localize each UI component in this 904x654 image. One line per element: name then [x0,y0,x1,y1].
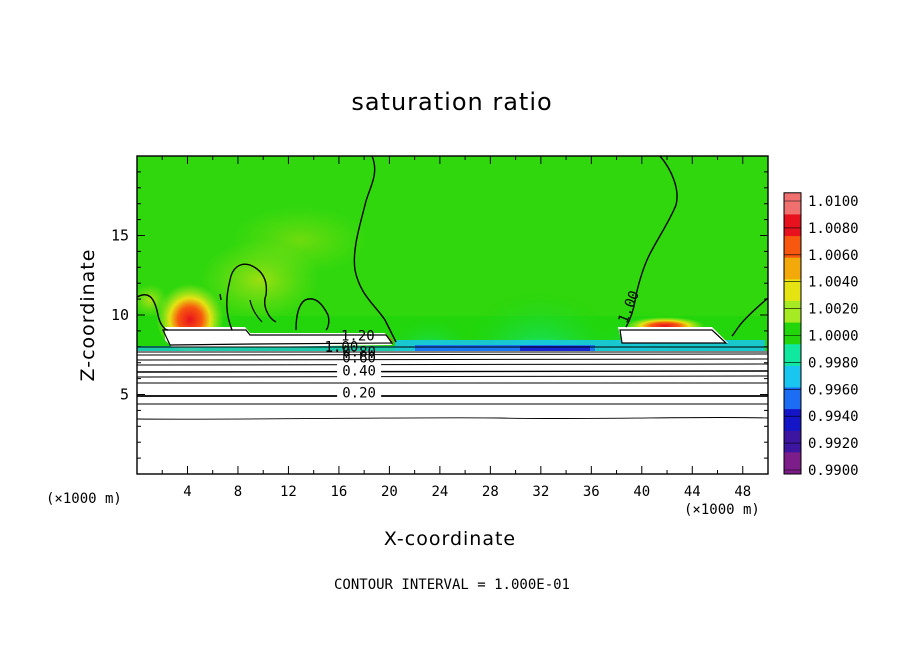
x-tick-label: 48 [734,484,751,500]
colorbar-swatch [784,409,801,432]
colorbar-swatch [784,214,801,237]
contour-label-bg [337,363,382,379]
colorbar-level-label: 1.0060 [808,248,859,264]
x-tick-label: 36 [583,484,600,500]
x-axis: 4 8 12 16 20 24 28 32 36 40 44 48 [161,156,751,500]
y-tick-label: 15 [111,227,129,245]
colorbar-swatch [784,344,801,367]
colorbar-level-label: 0.9900 [808,463,859,479]
colorbar-swatch [784,322,801,345]
colorbar-swatch [784,257,801,280]
colorbar-frame [783,192,802,475]
colorbar-level-label: 1.0080 [808,221,859,237]
contour-label: 1.20 [341,328,375,344]
chart-title: saturation ratio [351,88,553,116]
colorbar-level-label: 1.0020 [808,302,859,318]
colorbar-level-label: 1.0040 [808,275,859,291]
x-tick-label: 16 [330,484,347,500]
y-tick-label: 5 [120,386,129,404]
x-tick-label: 12 [280,484,297,500]
x-unit-label-left: (×1000 m) [46,491,122,507]
heatmap-field [137,156,768,474]
contour-label: 0.20 [342,386,376,402]
contour-label-group: 1.201.000.800.600.400.201.00 [325,289,643,402]
colorbar-swatch [784,430,801,453]
contour-lines [136,155,769,420]
colorbar-swatch [784,279,801,302]
y-tick-label: 10 [111,306,129,324]
colorbar-level-label: 0.9980 [808,355,859,371]
x-axis-label: X-coordinate [383,528,517,550]
x-unit-label-right: (×1000 m) [684,502,760,518]
colorbar-swatch [784,300,801,324]
contour-label: 1.00 [325,340,359,356]
x-tick-label: 32 [532,484,549,500]
colorbar-level-label: 0.9940 [808,409,859,425]
colorbar-level-label: 1.0000 [808,329,859,345]
y-axis: 5 10 15 [111,171,768,459]
x-tick-label: 40 [633,484,650,500]
contour-interval-note: CONTOUR INTERVAL = 1.000E-01 [333,577,570,593]
colorbar-swatch [784,452,801,475]
x-tick-label: 28 [482,484,499,500]
colorbar-swatch [784,236,801,259]
colorbar-swatch [784,365,801,388]
x-tick-label: 44 [684,484,701,500]
colorbar: 1.0100 1.0080 1.0060 1.0040 1.0020 1.0000 0.99… [783,192,859,479]
contour-label-bg [337,385,382,401]
x-tick-label: 8 [234,484,242,500]
x-tick-label: 24 [431,484,448,500]
colorbar-swatch [784,387,801,410]
colorbar-level-label: 1.0100 [808,194,859,210]
contour-label: 0.40 [342,363,376,379]
colorbar-level-label: 0.9960 [808,382,859,398]
x-tick-label: 20 [381,484,398,500]
x-tick-label: 4 [183,484,191,500]
colorbar-swatch [784,192,801,215]
contour-label: 0.80 [342,344,376,360]
contour-label: 0.60 [342,351,376,367]
colorbar-level-label: 0.9920 [808,436,859,452]
